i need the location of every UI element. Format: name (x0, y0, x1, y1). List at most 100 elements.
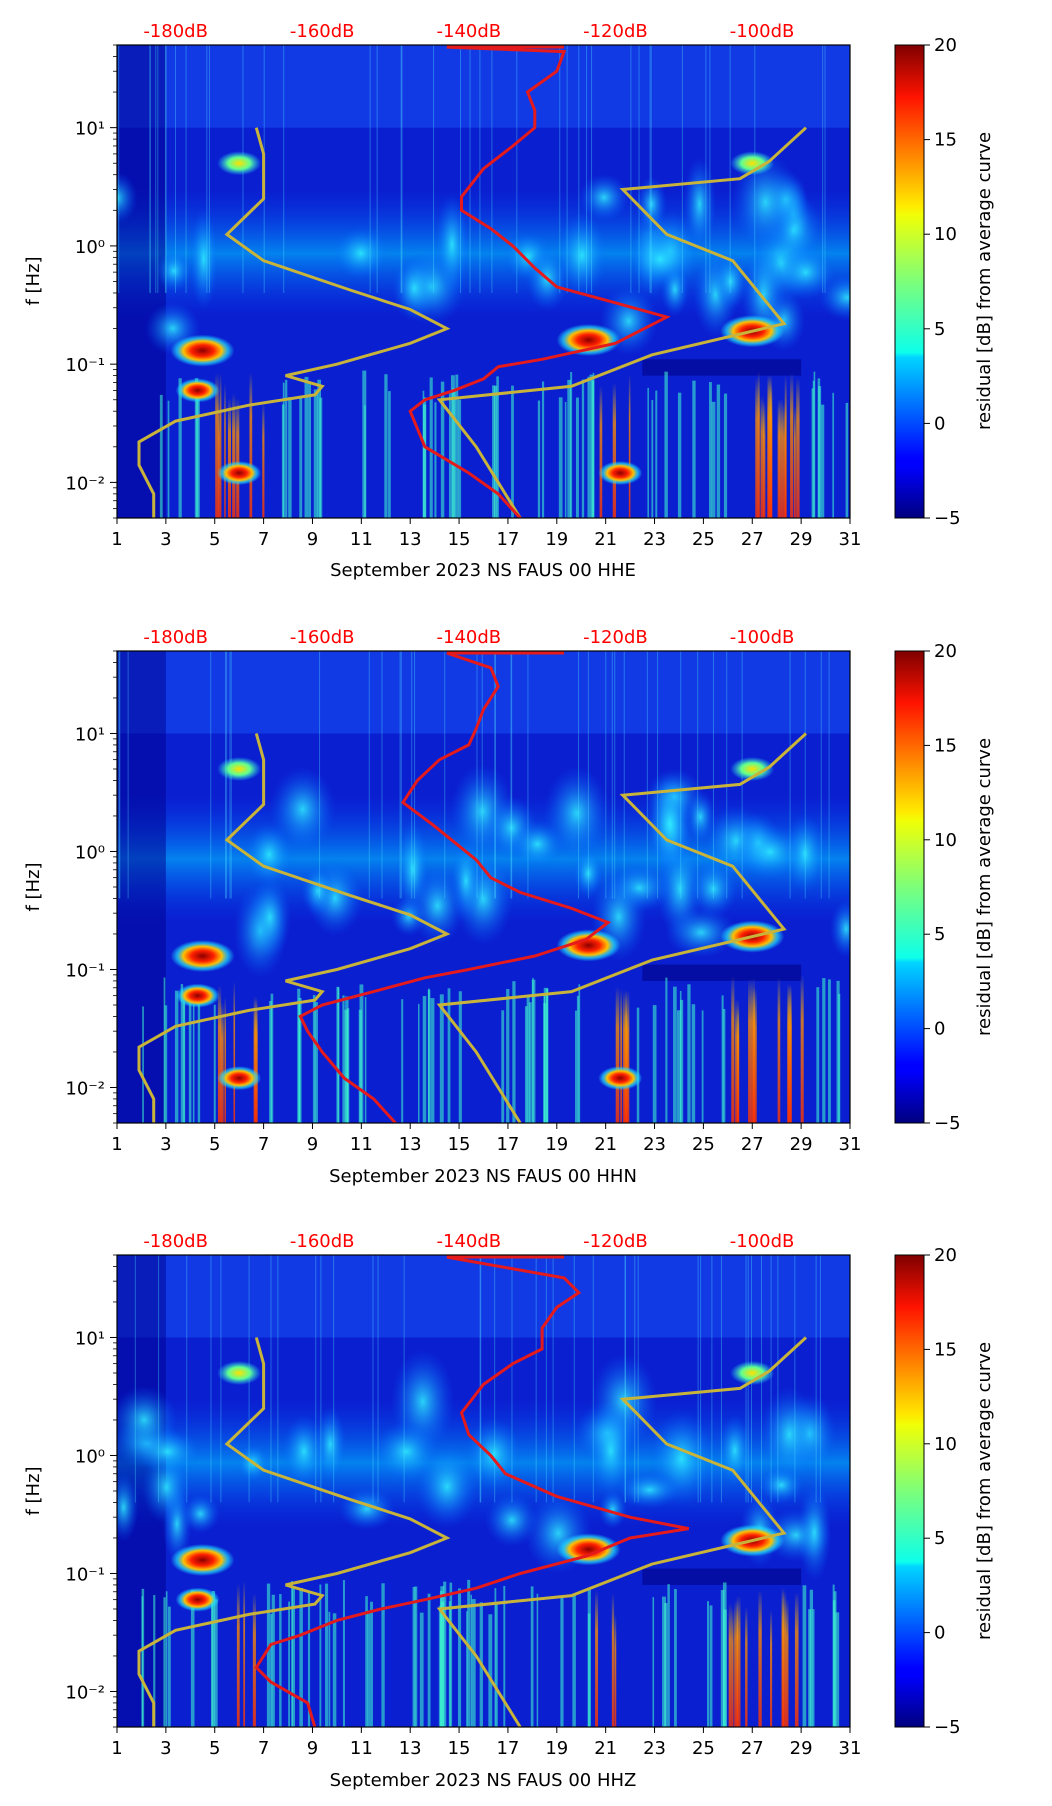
residual-hotspot (217, 1361, 262, 1385)
spike-line (165, 45, 167, 293)
y-tick-label: 10⁻² (65, 1682, 105, 1703)
impulse-stripe (443, 1581, 447, 1727)
spike-line (401, 45, 403, 293)
noise-blob (573, 849, 603, 898)
impulse-stripe (427, 989, 431, 1123)
impulse-stripe (494, 1588, 497, 1727)
spike-line (511, 651, 513, 899)
impulse-stripe (709, 1605, 713, 1727)
high-freq-band (117, 45, 850, 128)
x-tick-label: 15 (448, 1738, 471, 1759)
impulse-stripe (271, 1594, 275, 1727)
impulse-stripe (266, 1583, 271, 1727)
spike-line (186, 1255, 188, 1503)
top-db-label: -140dB (437, 1231, 502, 1252)
impulse-stripe (587, 376, 590, 518)
impulse-stripe (197, 1000, 201, 1123)
colorbar-tick-label: 0 (934, 1019, 945, 1040)
impulse-stripe (317, 379, 322, 518)
curves (137, 651, 808, 1123)
psd-curve (298, 651, 612, 1123)
nlnm-curve (137, 127, 451, 518)
noise-blob (485, 1493, 539, 1547)
impulse-stripe (662, 1596, 667, 1727)
impulse-stripe (543, 987, 548, 1123)
x-tick-label: 29 (790, 1738, 813, 1759)
x-tick-label: 3 (160, 1134, 171, 1155)
x-tick-label: 9 (307, 529, 318, 550)
colorbar-tick-label: −5 (934, 1717, 961, 1738)
top-db-label: -180dB (143, 21, 208, 42)
x-tick-label: 9 (307, 1134, 318, 1155)
spike-line (381, 651, 383, 899)
colorbar-tick-label: 20 (934, 1245, 957, 1266)
spike-line (164, 45, 166, 293)
heatmap-texture (117, 45, 850, 518)
quiet-band (642, 1568, 802, 1585)
impulse-stripe (827, 979, 831, 1123)
impulse-stripe (546, 988, 549, 1123)
x-axis: 1 3 5 7 9 11 13 15 17 19 21 23 25 27 29 31 (111, 1727, 861, 1759)
y-axis-title: f [Hz] (23, 1466, 44, 1515)
impulse-stripe (832, 392, 835, 518)
spike-line (729, 45, 731, 293)
noise-blob (776, 245, 836, 300)
x-tick-label: 3 (160, 1738, 171, 1759)
top-db-label: -160dB (290, 1231, 355, 1252)
impulse-stripe (224, 996, 226, 1123)
x-tick-label: 11 (350, 529, 373, 550)
impulse-stripe (541, 381, 545, 518)
spike-line (480, 1255, 482, 1503)
impulse-stripe (623, 990, 627, 1123)
colorbar-label: residual [dB] from average curve (974, 738, 995, 1036)
spike-line (566, 45, 568, 293)
top-db-label: -100dB (730, 21, 795, 42)
spike-line (208, 45, 210, 293)
colorbar-tick-label: 15 (934, 735, 957, 756)
x-tick-label: 21 (594, 529, 617, 550)
impulse-stripe (751, 978, 756, 1123)
x-tick-label: 7 (258, 529, 269, 550)
noise-blob (117, 1473, 139, 1542)
impulse-stripe (457, 399, 462, 518)
impulse-stripe (526, 995, 530, 1123)
spike-line (376, 45, 378, 293)
impulse-stripe (291, 1588, 296, 1727)
impulse-stripe (783, 403, 787, 518)
impulse-stripe (269, 1000, 272, 1123)
impulse-stripe (401, 999, 404, 1123)
impulse-stripe (790, 373, 794, 518)
impulse-stripe (178, 378, 182, 518)
spike-line (460, 45, 462, 293)
spike-line (630, 45, 632, 293)
spike-line (158, 1255, 160, 1503)
spike-line (476, 651, 478, 899)
colorbar-tick-label: 15 (934, 130, 957, 151)
impulse-stripe (723, 393, 728, 518)
colorbar-gradient (894, 650, 925, 1124)
spike-line (511, 1255, 513, 1503)
spike-line (545, 1255, 547, 1503)
top-db-axis: -180dB -160dB -140dB -120dB -100dB (143, 21, 794, 42)
impulse-stripe (728, 1603, 732, 1727)
spike-line (400, 45, 402, 293)
impulse-stripe (745, 1607, 748, 1727)
impulse-stripe (364, 405, 366, 518)
impulse-stripe (731, 1607, 734, 1727)
impulse-stripe (692, 380, 696, 518)
y-tick-label: 10⁻¹ (65, 960, 105, 981)
impulse-stripe (578, 984, 581, 1123)
x-tick-label: 27 (741, 1134, 764, 1155)
spike-line (516, 45, 518, 293)
impulse-stripe (560, 1595, 564, 1727)
x-axis: 1 3 5 7 9 11 13 15 17 19 21 23 25 27 29 31 (111, 518, 861, 550)
quiet-band (642, 359, 802, 376)
impulse-stripe (587, 1589, 591, 1727)
impulse-stripe (165, 1591, 168, 1727)
impulse-stripe (723, 1609, 727, 1727)
impulse-stripe (711, 401, 716, 518)
impulse-stripe (325, 1583, 329, 1727)
colorbar-tick-label: 5 (934, 319, 945, 340)
impulse-stripe (679, 990, 682, 1123)
impulse-stripe (822, 978, 826, 1123)
